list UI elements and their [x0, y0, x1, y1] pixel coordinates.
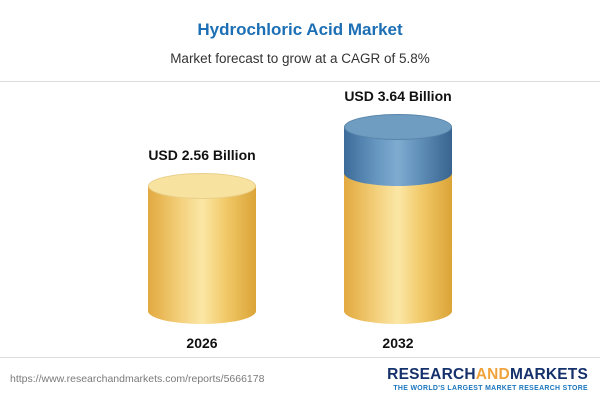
cylinder-2026 [148, 172, 256, 324]
cylinder-2026-body [148, 185, 256, 324]
research-and-markets-logo[interactable]: RESEARCHANDMARKETS THE WORLD'S LARGEST M… [387, 366, 588, 393]
bar-group-2032: USD 3.64 Billion 2032 [323, 88, 473, 351]
logo-word-research: RESEARCH [387, 365, 476, 383]
cylinder-2032 [344, 114, 452, 324]
cylinder-chart: USD 2.56 Billion 2026 USD 3.64 Billion 2… [0, 82, 600, 357]
logo-word-markets: MARKETS [509, 365, 588, 383]
chart-header: Hydrochloric Acid Market Market forecast… [0, 0, 600, 82]
logo-wordmark: RESEARCHANDMARKETS [387, 366, 588, 383]
cylinder-2032-growth-segment [344, 114, 452, 186]
bar-group-2026: USD 2.56 Billion 2026 [127, 147, 277, 351]
category-label-2032: 2032 [382, 335, 414, 351]
cylinder-2032-top-ellipse [344, 114, 452, 141]
value-label-2026: USD 2.56 Billion [148, 146, 256, 163]
logo-tagline: THE WORLD'S LARGEST MARKET RESEARCH STOR… [393, 384, 588, 392]
cylinder-2026-top-ellipse [148, 172, 256, 199]
report-url[interactable]: https://www.researchandmarkets.com/repor… [10, 373, 265, 385]
header-divider [0, 81, 600, 82]
value-label-2032: USD 3.64 Billion [344, 88, 452, 105]
chart-subtitle: Market forecast to grow at a CAGR of 5.8… [170, 51, 430, 66]
chart-title: Hydrochloric Acid Market [197, 20, 403, 39]
category-label-2026: 2026 [186, 335, 218, 351]
logo-word-and: AND [475, 365, 510, 383]
footer-bar: https://www.researchandmarkets.com/repor… [0, 357, 600, 400]
